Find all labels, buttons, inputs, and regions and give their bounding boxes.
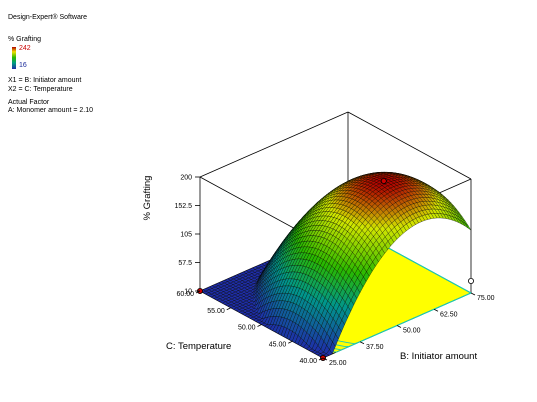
response-surface [199, 172, 472, 359]
x-tick [433, 308, 439, 312]
z-tick-label: 57.5 [178, 260, 192, 267]
x-tick [322, 357, 328, 361]
color-scale-max: 242 [19, 45, 31, 53]
design-point [467, 277, 474, 284]
design-points [196, 177, 474, 361]
software-name: Design-Expert® Software [8, 14, 88, 21]
y-tick [318, 357, 324, 361]
x-tick [359, 341, 365, 345]
z-axis-title: % Grafting [142, 176, 153, 221]
y-tick-label: 50.00 [238, 325, 256, 332]
y-tick-label: 55.00 [207, 308, 225, 315]
y-tick [195, 290, 201, 294]
axis-labels: 10 57.5 105 152.5 200 25.00 37.50 50.00 62.50 75.… [142, 175, 495, 368]
legend-panel: Design-Expert® Software % Grafting 242 1… [8, 14, 93, 115]
y-tick [257, 324, 262, 327]
y-tick-label: 40.00 [299, 358, 317, 365]
z-tick-label: 152.5 [174, 203, 192, 210]
y-tick-label: 45.00 [269, 341, 287, 348]
y-tick-label: 60.00 [176, 291, 194, 298]
color-scale: 242 16 [8, 45, 93, 71]
z-tick-label: 105 [180, 232, 192, 239]
color-scale-min: 16 [19, 62, 27, 70]
z-tick-label: 200 [180, 175, 192, 182]
x-tick-label: 75.00 [477, 295, 495, 302]
x-axis-title: B: Initiator amount [400, 351, 477, 362]
z-tick-label: 10 [184, 289, 192, 296]
x-tick-label: 50.00 [403, 328, 421, 335]
color-scale-bar [12, 47, 16, 70]
y-tick [288, 340, 293, 344]
y-axis-title: C: Temperature [166, 341, 231, 352]
x-tick-label: 62.50 [440, 311, 458, 318]
x-tick [470, 292, 476, 296]
frame-edge [199, 111, 349, 178]
x-tick [396, 325, 402, 328]
x2-factor: X2 = C: Temperature [8, 85, 73, 93]
y-tick [226, 307, 231, 311]
actual-factor-value: A: Monomer amount = 2.10 [8, 107, 94, 115]
frame-edge [347, 111, 472, 180]
response-name: % Grafting [8, 36, 42, 44]
x-tick-label: 25.00 [329, 360, 347, 367]
design-point [380, 177, 387, 184]
x1-factor: X1 = B: Initiator amount [8, 77, 82, 85]
actual-factor-heading: Actual Factor [8, 98, 50, 106]
x-tick-label: 37.50 [366, 344, 384, 351]
